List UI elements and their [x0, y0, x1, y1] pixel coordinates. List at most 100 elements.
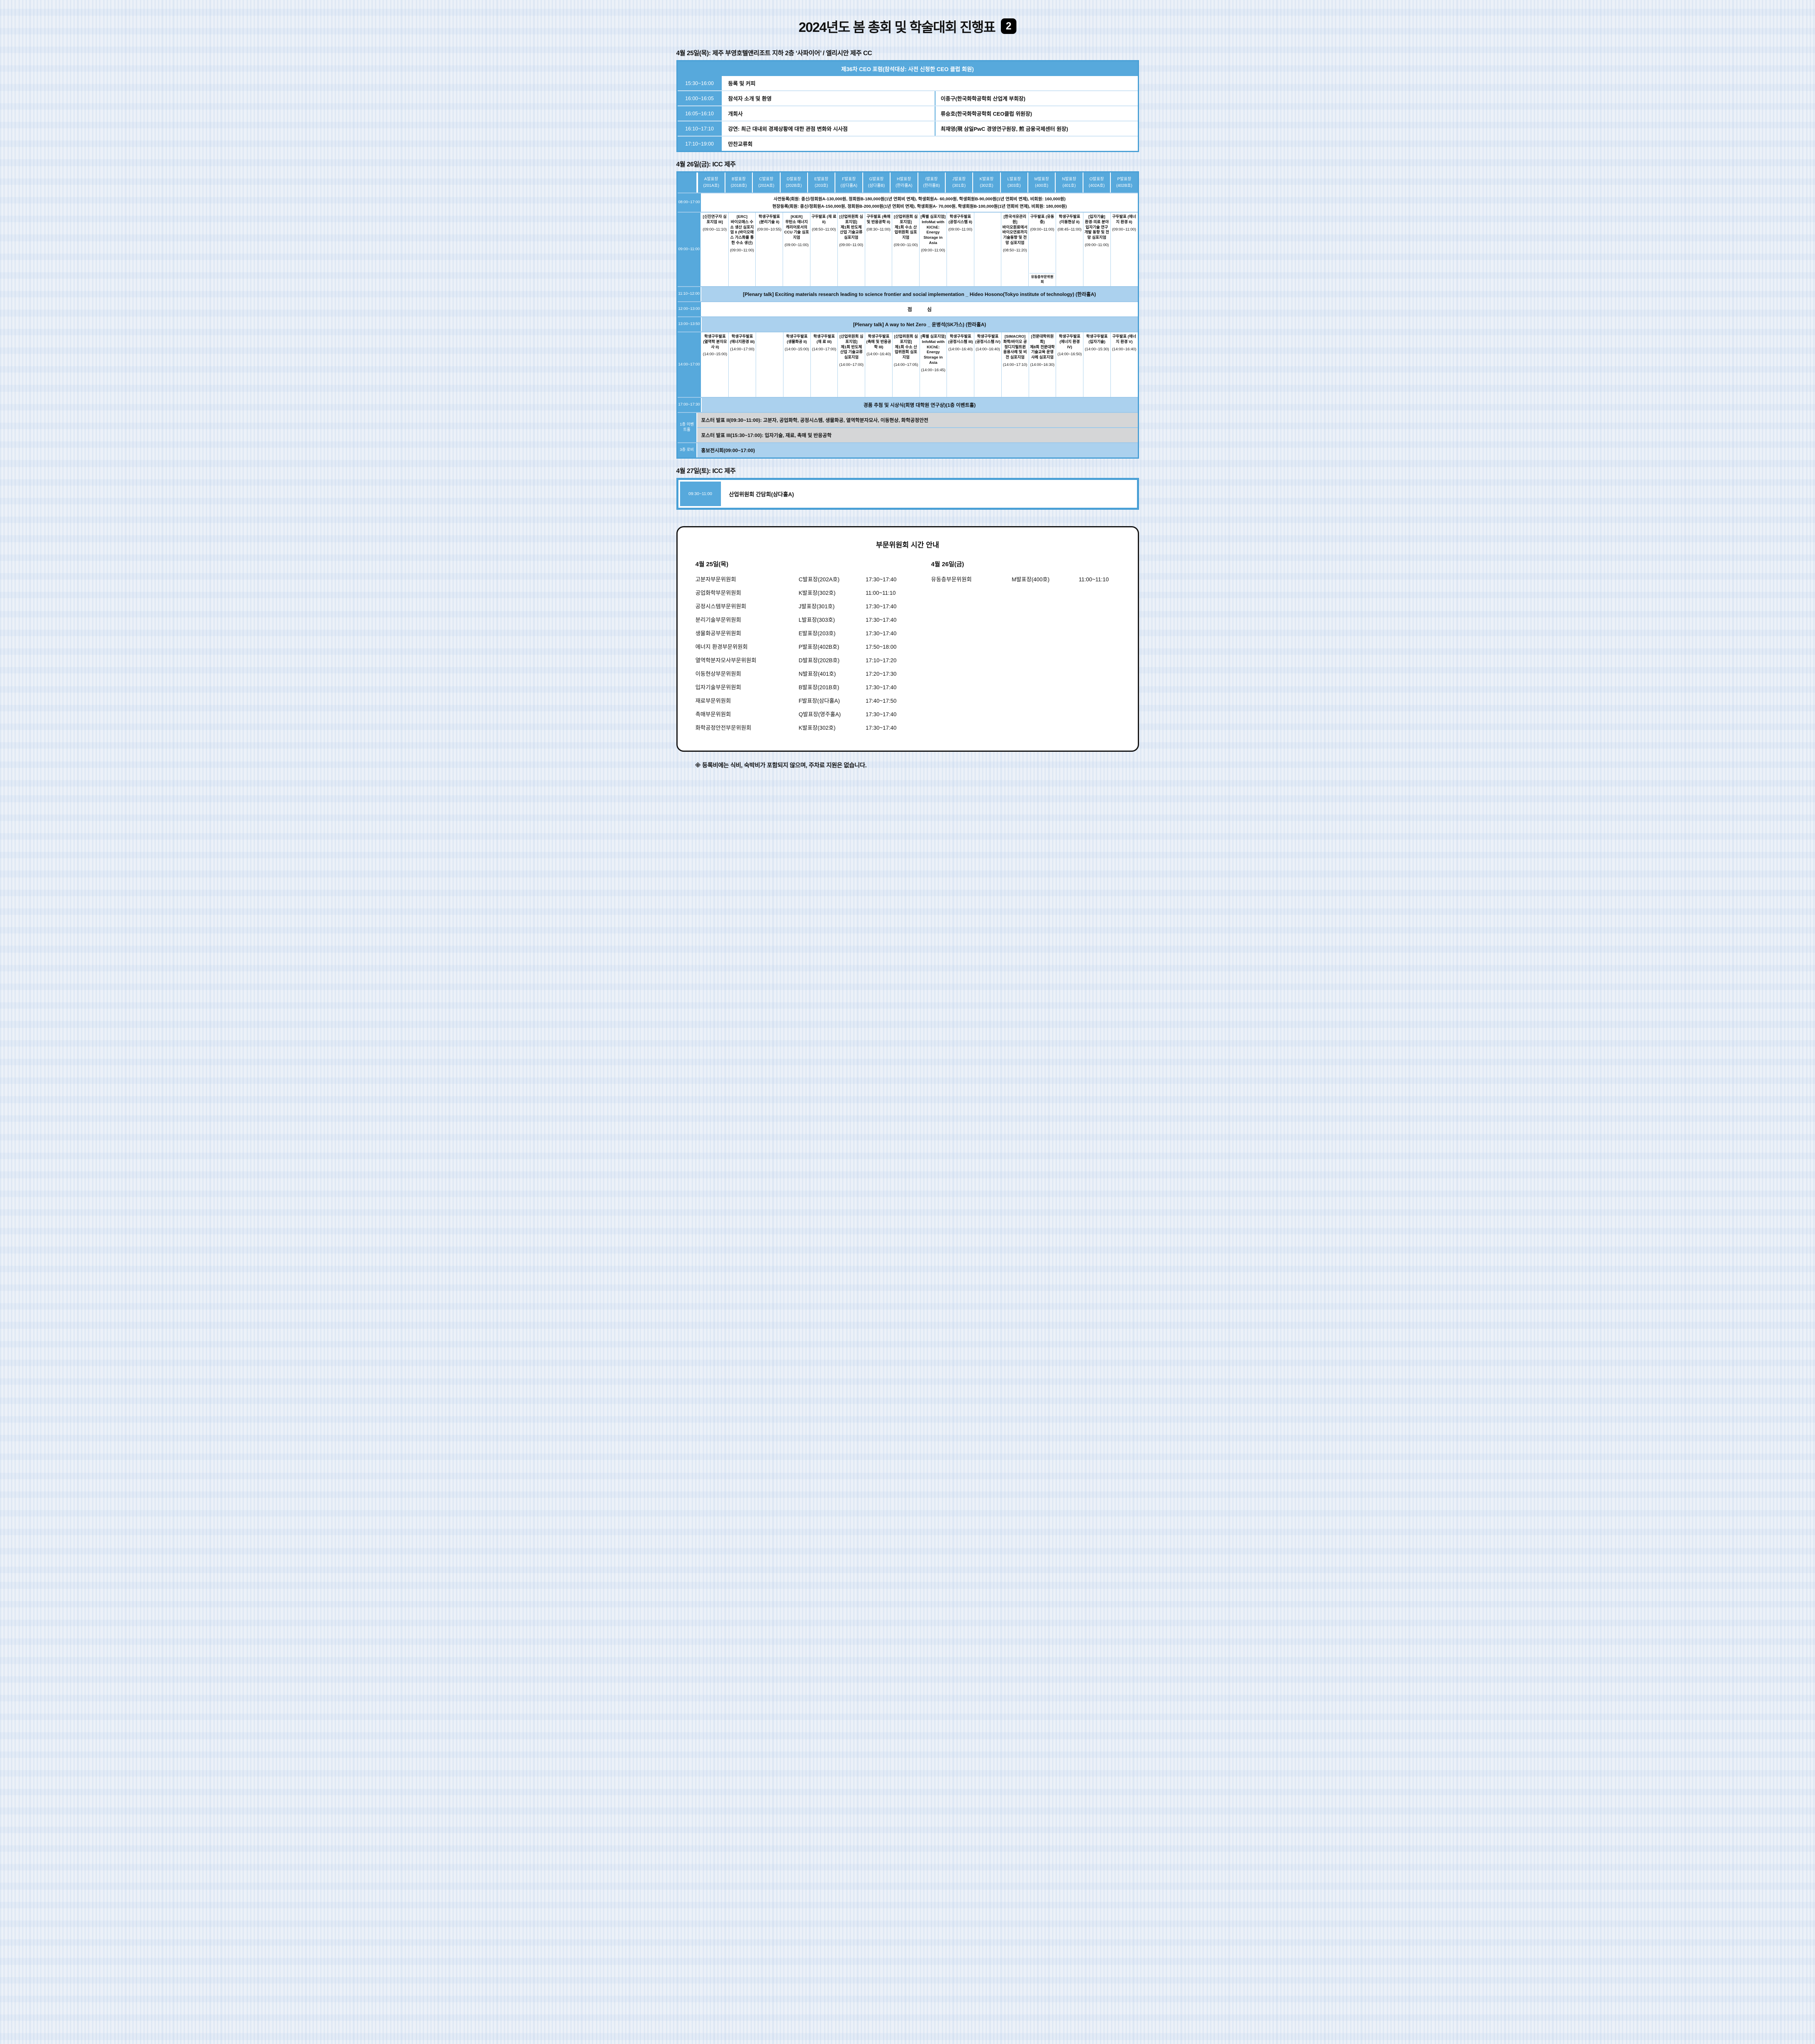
session-title: [입자기술] — [1088, 215, 1106, 219]
committee-row: 에너지 환경부문위원회 P발표장(402B호) 17:50~18:00 — [696, 642, 907, 650]
speaker-cell: 류승호(한국화학공학회 CEO클럽 위원장) — [934, 106, 1138, 121]
session-time: (14:00~16:45) — [921, 368, 946, 372]
time-cell: 16:00~16:05 — [677, 91, 723, 105]
committee-time: 11:00~11:10 — [1079, 576, 1109, 583]
time-cell: 08:00~17:00 — [677, 193, 702, 212]
room-header-cell: O발표장 (402A호) — [1082, 173, 1110, 193]
session-name: 학생구두발표 (열역학 분자모사 II) — [703, 334, 727, 350]
room-header-cell: M발표장 (400호) — [1027, 173, 1055, 193]
afternoon-sessions-row: 14:00~17:00 학생구두발표 (열역학 분자모사 II) (14:00~1… — [677, 332, 1138, 397]
activity-cell: 참석자 소개 및 환영 — [728, 96, 772, 102]
room-name: A발표장 — [704, 177, 718, 182]
room-name: I발표장 — [925, 177, 938, 182]
session-cell — [756, 332, 783, 397]
session-time: (08:50~11:20) — [1003, 248, 1027, 253]
registration-row: 08:00~17:00 사전등록(회원: 종신/정회원A-130,000원, 정… — [677, 193, 1138, 212]
poster3-text: 포스터 발표 III(15:30~17:00): 입자기술, 재료, 촉매 및 … — [697, 427, 1138, 442]
page-title: 2024년도 봄 총회 및 학술대회 진행표 — [799, 20, 996, 35]
committee-row: 입자기술부문위원회 B발표장(201B호) 17:30~17:40 — [696, 683, 907, 691]
session-cell: [특별 심포지엄] InfoMat with KIChE: Energy Stor… — [919, 332, 947, 397]
ceo-forum-table: 제36차 CEO 포럼(참석대상: 사전 신청한 CEO 클럽 회원) 15:3… — [676, 60, 1139, 152]
session-time: (09:00~11:00) — [921, 248, 945, 253]
activity-cell: 강연: 최근 대내외 경제상황에 대한 관점 변화와 시사점 — [728, 126, 848, 132]
committee-time-box: 부문위원회 시간 안내 4월 25일(목) 고분자부문위원회 C발표장(202A호… — [676, 526, 1139, 752]
room-header-cell: B발표장 (201B호) — [724, 173, 752, 193]
session-cell: 구두발표 (촉매 및 반응공학 II) (08:30~11:00) — [864, 213, 892, 286]
lobby-row: 3층 로비 홍보전시회(09:00~17:00) — [677, 442, 1138, 457]
session-name: 학생구두발표 (생물화공 II) — [786, 334, 808, 344]
room-name: N발표장 — [1062, 177, 1076, 182]
room-number: (402A호) — [1088, 183, 1105, 188]
session-time: (14:00~17:10) — [1003, 363, 1027, 368]
session-name: 학생구두발표 (촉매 및 반응공학 III) — [866, 334, 891, 350]
time-cell: 15:30~16:00 — [677, 76, 723, 90]
room-number: (한라홀A) — [895, 183, 913, 188]
session-name: 제1회 반도체 산업 기술교류 심포지엄 — [840, 345, 863, 360]
activity-cell: 만찬교류회 — [728, 141, 753, 147]
session-cell: 학생구두발표 (에너지환경 III) (14:00~17:00) — [728, 332, 756, 397]
schedule-table-apr26: A발표장 (201A호) B발표장 (201B호) C발표장 (202A호) D발표장 (20… — [676, 171, 1139, 459]
session-title: [산업위원회 심포지엄] — [839, 334, 864, 344]
session-cell: 학생구두발표 (분리기술 II) (09:00~10:55) — [755, 213, 783, 286]
committee-row: 이동현상부문위원회 N발표장(401호) 17:20~17:30 — [696, 669, 907, 677]
ceo-forum-row: 15:30~16:00 등록 및 커피 — [677, 76, 1138, 90]
session-name: 학생구두발표 (공정시스템 III) — [948, 334, 973, 344]
committee-name: 공정시스템부문위원회 — [695, 603, 746, 610]
plenary1-row: 11:10~12:00 [Plenary talk] Exciting mate… — [677, 286, 1138, 301]
committee-room: M발표장(400호) — [1012, 576, 1050, 583]
room-name: K발표장 — [979, 177, 994, 182]
session-title: [SIMACRO] — [1005, 334, 1026, 339]
room-number: (삼다홀A) — [840, 183, 857, 188]
committee-name: 재료부문위원회 — [695, 698, 731, 704]
room-number: (삼다홀B) — [868, 183, 885, 188]
room-number: (401호) — [1062, 183, 1076, 188]
committee-name: 이동현상부문위원회 — [695, 671, 741, 677]
session-name: 제1회 수소 산업위원회 심포지엄 — [895, 345, 918, 360]
session-name: 학생구두발표 (에너지환경 III) — [730, 334, 755, 344]
session-time: (14:00~17:00) — [730, 347, 754, 352]
session-title: [특별 심포지엄] — [920, 334, 946, 339]
session-name: 학생구두발표 (공정시스템 IV) — [975, 334, 1000, 344]
schedule-page: 2024년도 봄 총회 및 학술대회 진행표 2 4월 25일(목): 제주 부… — [662, 0, 1153, 787]
session-cell: [전문대학위원회] 제8회 전문대학 기술교육 운영사례 심포지엄 (14:00~1… — [1028, 332, 1056, 397]
meeting-text: 산업위원회 간담회(삼다홀A) — [729, 491, 794, 498]
time-cell: 16:10~17:10 — [677, 121, 723, 136]
committee-col-apr26: 4월 26일(금) 유동층부문위원회 M발표장(400호) 11:00~11:10 — [931, 560, 1119, 737]
committee-time: 11:00~11:10 — [866, 590, 896, 596]
registration-info: 사전등록(회원: 종신/정회원A-130,000원, 정회원B-180,000원… — [702, 193, 1138, 212]
session-time: (08:45~11:00) — [1057, 227, 1082, 232]
committee-time: 17:20~17:30 — [866, 671, 897, 677]
ceo-forum-header: 제36차 CEO 포럼(참석대상: 사전 신청한 CEO 클럽 회원) — [677, 61, 1138, 76]
session-title: [산업위원회 심포지엄] — [839, 215, 863, 224]
activity-cell: 등록 및 커피 — [728, 81, 756, 87]
session-cell: 학생구두발표 (공정시스템 II) (09:00~11:00) — [946, 213, 974, 286]
session-title: [한국석유관리원] — [1003, 215, 1027, 224]
committee-row: 생물화공부문위원회 E발표장(203호) 17:30~17:40 — [696, 629, 907, 637]
room-header-cell: P발표장 (402B호) — [1110, 173, 1138, 193]
poster-rows: 포스터 발표 II(09:30~11:00): 고분자, 공업화학, 공정시스템… — [697, 413, 1138, 442]
room-number: (400호) — [1035, 183, 1048, 188]
session-title: [KIER] — [790, 215, 803, 219]
room-number: (201B호) — [730, 183, 747, 188]
time-cell: 17:10~19:00 — [677, 137, 723, 151]
room-name: C발표장 — [759, 177, 774, 182]
committee-time: 17:30~17:40 — [866, 630, 897, 637]
time-cell: 09:30~11:00 — [680, 482, 721, 506]
room-number: (201A호) — [703, 183, 719, 188]
committee-room: L발표장(303호) — [799, 617, 835, 623]
room-name: F발표장 — [842, 177, 856, 182]
day3-heading: 4월 27일(토): ICC 제주 — [676, 468, 736, 475]
session-cell: [신진연구자 심포지엄 III] (09:00~11:10) — [701, 213, 728, 286]
speaker-cell: 이종구(한국화학공학회 산업계 부회장) — [934, 91, 1138, 105]
committee-time: 17:30~17:40 — [866, 725, 897, 731]
room-header-cell: G발표장 (삼다홀B) — [862, 173, 890, 193]
room-header-cell: N발표장 (401호) — [1055, 173, 1083, 193]
committee-row: 화학공정안전부문위원회 K발표장(302호) 17:30~17:40 — [696, 723, 907, 731]
committee-row: 고분자부문위원회 C발표장(202A호) 17:30~17:40 — [696, 575, 907, 583]
committee-time: 17:30~17:40 — [866, 711, 897, 717]
committee-name: 고분자부문위원회 — [695, 576, 736, 583]
session-cell: [산업위원회 심포지엄] 제1회 수소 산업위원회 심포지엄 (14:00~17:0… — [892, 332, 920, 397]
time-cell: 13:00~13:50 — [677, 317, 702, 332]
session-time: (09:00~10:55) — [757, 227, 782, 232]
session-cell: [입자기술] 환경·의료 분야 입자기술 연구개발 동향 및 전망 심포지엄 (09… — [1083, 213, 1110, 286]
